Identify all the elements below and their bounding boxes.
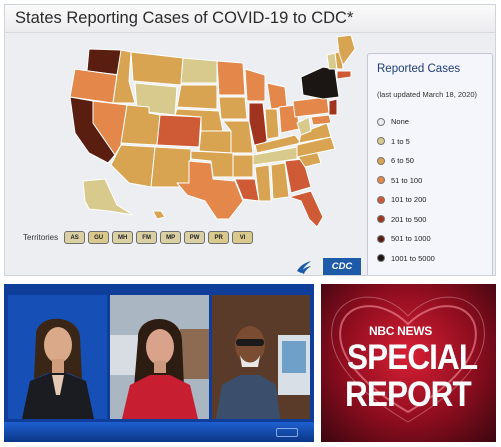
territory-mp[interactable]: MP xyxy=(160,231,182,244)
cdc-header: States Reporting Cases of COVID-19 to CD… xyxy=(5,5,495,33)
legend-panel: Reported Cases (last updated March 18, 2… xyxy=(367,53,493,275)
state-georgia xyxy=(284,158,312,194)
page-title: States Reporting Cases of COVID-19 to CD… xyxy=(15,9,354,27)
state-montana xyxy=(130,51,184,86)
hhs-eagle-icon xyxy=(297,261,311,274)
broadcast-ticker xyxy=(4,422,314,442)
state-arizona xyxy=(110,144,156,188)
state-pennsylvania xyxy=(292,96,330,118)
legend-item: 201 to 500 xyxy=(377,210,435,230)
state-mississippi xyxy=(254,164,272,202)
state-south-dakota xyxy=(176,84,218,110)
state-north-carolina xyxy=(296,136,336,158)
state-virginia xyxy=(298,122,332,144)
legend-item: 1 to 5 xyxy=(377,132,435,152)
state-florida xyxy=(288,190,324,228)
legend-item: 51 to 100 xyxy=(377,171,435,191)
legend-label: 51 to 100 xyxy=(391,175,423,185)
state-west-virginia xyxy=(296,116,312,136)
legend-swatch xyxy=(377,137,385,146)
state-wisconsin xyxy=(244,68,266,102)
legend-item: 501 to 1000 xyxy=(377,229,435,249)
video-feed-anchor-3 xyxy=(212,295,310,419)
state-maine xyxy=(336,34,356,66)
territory-pw[interactable]: PW xyxy=(184,231,206,244)
territory-gu[interactable]: GU xyxy=(88,231,110,244)
legend-item: 101 to 200 xyxy=(377,190,435,210)
territory-as[interactable]: AS xyxy=(64,231,86,244)
state-texas xyxy=(176,160,244,220)
legend-swatch xyxy=(377,254,385,263)
person-image xyxy=(212,295,310,419)
state-colorado xyxy=(156,114,202,148)
state-iowa xyxy=(218,96,248,120)
person-image xyxy=(110,295,209,419)
territory-vi[interactable]: VI xyxy=(232,231,254,244)
legend-swatch xyxy=(377,117,385,126)
state-kansas xyxy=(198,130,232,154)
legend-swatch xyxy=(377,215,385,224)
special-text: SPECIAL xyxy=(347,338,478,377)
legend-swatch xyxy=(377,195,385,204)
legend-subtitle: (last updated March 18, 2020) xyxy=(377,90,478,99)
state-missouri xyxy=(222,120,254,154)
territory-fm[interactable]: FM xyxy=(136,231,158,244)
report-text: REPORT xyxy=(345,375,472,414)
territories-label: Territories xyxy=(23,233,59,242)
cdc-logo[interactable]: CDC xyxy=(323,258,361,275)
state-massachusetts xyxy=(336,70,352,80)
territories-row: Territories AS GU MH FM MP PW PR VI xyxy=(23,231,256,244)
state-maryland xyxy=(310,114,332,126)
state-indiana xyxy=(264,108,280,140)
legend-swatch xyxy=(377,176,385,185)
legend-label: 501 to 1000 xyxy=(391,234,431,244)
state-minnesota xyxy=(216,60,246,96)
legend-label: 201 to 500 xyxy=(391,214,427,224)
territory-mh[interactable]: MH xyxy=(112,231,134,244)
legend-item: 1001 to 5000 xyxy=(377,249,435,269)
legend-item: 6 to 50 xyxy=(377,151,435,171)
state-alaska xyxy=(82,178,134,216)
legend-swatch xyxy=(377,234,385,243)
legend-label: 1001 to 5000 xyxy=(391,253,435,263)
cdc-map-panel: States Reporting Cases of COVID-19 to CD… xyxy=(4,4,496,276)
heart-graphic-icon xyxy=(331,296,485,423)
state-new-jersey xyxy=(328,98,338,116)
nbc-news-logo: NBC NEWS xyxy=(369,324,432,338)
state-michigan xyxy=(266,82,288,110)
legend-title: Reported Cases xyxy=(377,63,461,75)
video-feed-anchor-1 xyxy=(8,295,107,419)
legend-label: 101 to 200 xyxy=(391,195,427,205)
tv-broadcast-panel xyxy=(4,284,314,442)
legend-list: None 1 to 5 6 to 50 51 to 100 101 to 200… xyxy=(377,112,435,268)
state-hawaii xyxy=(152,210,166,220)
state-new-mexico xyxy=(150,146,192,188)
state-arkansas xyxy=(232,154,254,178)
state-north-dakota xyxy=(180,57,218,84)
legend-swatch xyxy=(377,156,385,165)
territory-pr[interactable]: PR xyxy=(208,231,230,244)
legend-label: 6 to 50 xyxy=(391,156,414,166)
state-new-york xyxy=(300,66,340,100)
us-map[interactable] xyxy=(5,5,496,276)
legend-label: 1 to 5 xyxy=(391,136,410,146)
video-feed-anchor-2 xyxy=(110,295,209,419)
legend-item: None xyxy=(377,112,435,132)
legend-label: None xyxy=(391,117,409,127)
person-image xyxy=(8,295,107,419)
network-bug-icon xyxy=(276,428,298,437)
nbc-special-report-panel: NBC NEWS SPECIAL REPORT xyxy=(321,284,496,442)
